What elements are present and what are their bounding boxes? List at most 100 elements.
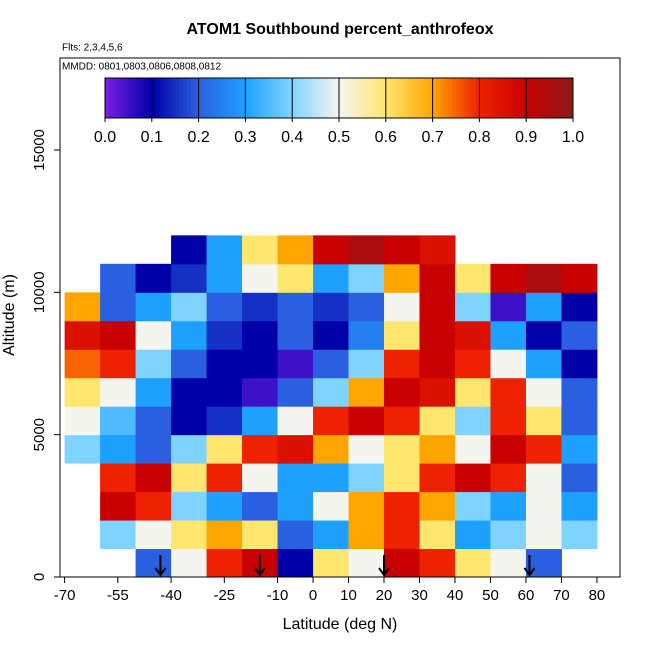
heat-cell: [525, 377, 562, 407]
colorbar-swatch: [534, 78, 539, 118]
colorbar-swatch: [483, 78, 488, 118]
colorbar-swatch: [300, 78, 305, 118]
heat-cell: [277, 548, 314, 578]
colorbar-swatch: [245, 78, 250, 118]
heat-cell: [100, 406, 137, 436]
heat-cell: [171, 292, 208, 322]
colorbar-swatch: [147, 78, 153, 118]
heat-cell: [277, 320, 314, 350]
colorbar-swatch: [167, 78, 172, 118]
colorbar-swatch: [237, 78, 242, 118]
heat-cell: [419, 463, 456, 493]
heat-cell: [454, 463, 491, 493]
heat-cell: [384, 263, 420, 293]
heat-cell: [384, 406, 420, 436]
x-tick-label: 40: [447, 587, 464, 604]
colorbar-swatch: [225, 78, 231, 118]
colorbar-swatch: [561, 78, 566, 118]
heat-cell: [348, 292, 385, 322]
colorbar-swatch: [116, 78, 122, 118]
colorbar-swatch: [249, 78, 254, 118]
colorbar-swatch: [354, 78, 359, 118]
heat-cell: [454, 406, 491, 436]
heat-cell: [454, 377, 491, 407]
heat-cell: [490, 491, 527, 521]
heat-cell: [100, 377, 137, 407]
y-tick-label: 0: [31, 573, 48, 581]
chart-title: ATOM1 Southbound percent_anthrofeox: [187, 21, 494, 38]
heat-cell: [384, 235, 420, 265]
colorbar-swatch: [120, 78, 125, 118]
colorbar-tick-label: 0.2: [187, 129, 209, 146]
heat-cell: [100, 292, 137, 322]
colorbar-swatch: [144, 78, 149, 118]
x-tick-label: -10: [267, 587, 289, 604]
x-tick-label: 30: [411, 587, 428, 604]
colorbar-swatch: [175, 78, 180, 118]
colorbar-swatch: [463, 78, 469, 118]
colorbar-swatch: [502, 78, 508, 118]
heat-cell: [206, 520, 243, 550]
heat-cell: [206, 349, 243, 379]
colorbar-swatch: [311, 78, 317, 118]
colorbar-swatch: [413, 78, 418, 118]
colorbar-swatch: [261, 78, 266, 118]
heat-cell: [242, 491, 279, 521]
marker-head: [253, 567, 266, 577]
colorbar-swatch: [319, 78, 324, 118]
marker-head: [378, 567, 390, 577]
heat-cell: [206, 320, 243, 350]
colorbar-swatch: [479, 78, 484, 118]
x-tick-label: 20: [376, 587, 393, 604]
heat-cell: [454, 292, 491, 322]
colorbar-swatch: [292, 78, 297, 118]
colorbar-swatch: [264, 78, 270, 118]
heat-cell: [348, 434, 385, 464]
colorbar-swatch: [128, 78, 133, 118]
colorbar-swatch: [276, 78, 281, 118]
heat-cell: [561, 292, 598, 322]
heat-cell: [64, 377, 101, 407]
heat-cell: [100, 263, 137, 293]
heat-cell: [135, 491, 172, 521]
heat-cell: [100, 349, 137, 379]
heat-cell: [242, 520, 279, 550]
colorbar-swatch: [218, 78, 223, 118]
colorbar-swatch: [385, 78, 391, 118]
heat-cell: [206, 434, 243, 464]
heat-cell: [277, 463, 314, 493]
heat-cell: [277, 377, 314, 407]
heat-cell: [135, 406, 172, 436]
heat-cell: [454, 434, 491, 464]
colorbar-swatch: [366, 78, 371, 118]
heat-cell: [561, 406, 598, 436]
colorbar-swatch: [327, 78, 332, 118]
heat-cell: [135, 434, 172, 464]
x-tick-label: 60: [518, 587, 535, 604]
heat-cell: [419, 235, 456, 265]
heat-cell: [454, 548, 491, 578]
heat-cell: [313, 292, 350, 322]
colorbar-swatch: [537, 78, 543, 118]
colorbar-swatch: [105, 78, 110, 118]
colorbar-swatch: [448, 78, 453, 118]
heat-cell: [242, 235, 279, 265]
heat-cell: [242, 406, 279, 436]
marker-head: [154, 567, 167, 577]
heat-cell: [419, 548, 456, 578]
heat-cell: [313, 406, 350, 436]
heat-cell: [135, 263, 172, 293]
colorbar-tick-label: 0.5: [328, 129, 350, 146]
colorbar-swatch: [268, 78, 274, 118]
heat-cell: [384, 292, 420, 322]
heat-cell: [64, 434, 101, 464]
heat-cell: [419, 263, 456, 293]
colorbar-swatch: [452, 78, 457, 118]
colorbar-swatch: [171, 78, 176, 118]
flight-marker: [253, 555, 266, 577]
colorbar-swatch: [296, 78, 301, 118]
flight-marker: [154, 555, 167, 577]
colorbar-swatch: [198, 78, 203, 118]
heat-cell: [561, 377, 598, 407]
colorbar-swatch: [565, 78, 570, 118]
